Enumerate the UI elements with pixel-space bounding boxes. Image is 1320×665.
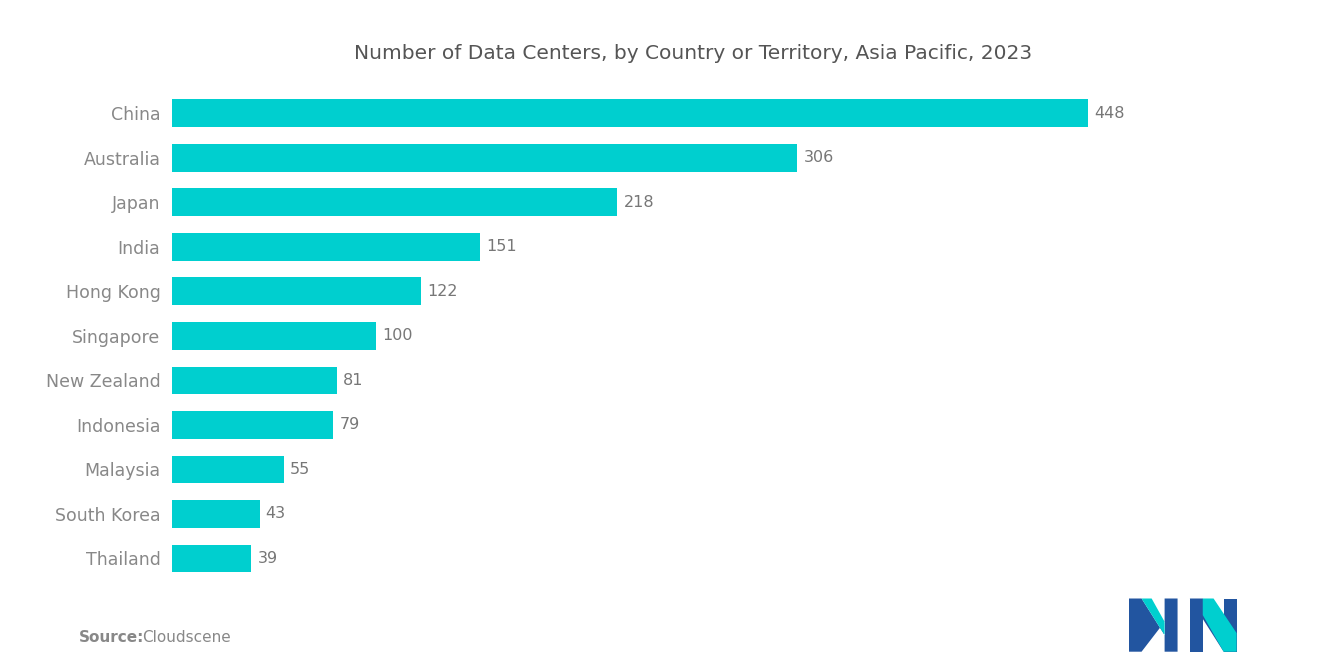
- Text: 100: 100: [383, 329, 413, 343]
- Text: 81: 81: [343, 373, 364, 388]
- Bar: [172, 456, 284, 483]
- Polygon shape: [1224, 598, 1237, 652]
- Polygon shape: [1189, 598, 1203, 652]
- Bar: [172, 99, 1088, 127]
- Title: Number of Data Centers, by Country or Territory, Asia Pacific, 2023: Number of Data Centers, by Country or Te…: [354, 44, 1032, 63]
- Bar: [172, 545, 251, 573]
- Bar: [172, 277, 421, 305]
- Bar: [172, 188, 618, 216]
- Polygon shape: [1203, 598, 1237, 652]
- Text: Cloudscene: Cloudscene: [143, 630, 231, 645]
- Bar: [172, 411, 333, 439]
- Polygon shape: [1142, 598, 1164, 635]
- Bar: [172, 366, 337, 394]
- Bar: [172, 144, 797, 172]
- Bar: [172, 233, 480, 261]
- Text: 151: 151: [487, 239, 517, 254]
- Text: 43: 43: [265, 507, 286, 521]
- Bar: [172, 322, 376, 350]
- Text: 55: 55: [290, 462, 310, 477]
- Text: 122: 122: [428, 284, 458, 299]
- Text: 79: 79: [339, 418, 359, 432]
- Text: 218: 218: [623, 195, 655, 209]
- Polygon shape: [1189, 598, 1237, 652]
- Polygon shape: [1129, 598, 1177, 652]
- Bar: [172, 500, 260, 528]
- Text: 39: 39: [257, 551, 277, 566]
- Text: 448: 448: [1094, 106, 1125, 120]
- Text: Source:: Source:: [79, 630, 145, 645]
- Text: 306: 306: [804, 150, 834, 165]
